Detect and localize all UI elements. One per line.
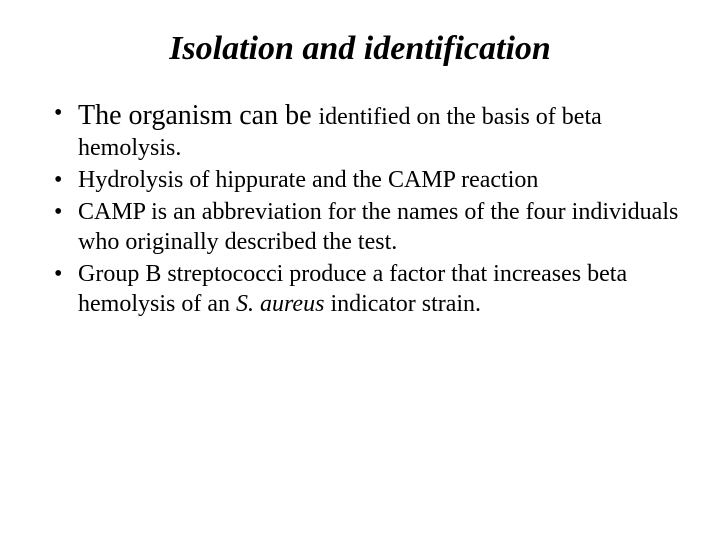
bullet-lead-text: The organism can be (78, 100, 319, 131)
list-item: Hydrolysis of hippurate and the CAMP rea… (50, 165, 680, 195)
bullet-text: CAMP is an abbreviation for the names of… (78, 199, 678, 255)
bullet-text: Hydrolysis of hippurate and the CAMP rea… (78, 167, 538, 193)
bullet-text: indicator strain. (324, 291, 481, 317)
bullet-italic-text: S. aureus (236, 291, 324, 317)
bullet-list: The organism can be identified on the ba… (50, 98, 680, 319)
list-item: Group B streptococci produce a factor th… (50, 259, 680, 319)
list-item: CAMP is an abbreviation for the names of… (50, 197, 680, 257)
slide-title: Isolation and identification (40, 30, 680, 68)
slide: Isolation and identification The organis… (0, 0, 720, 540)
list-item: The organism can be identified on the ba… (50, 98, 680, 163)
